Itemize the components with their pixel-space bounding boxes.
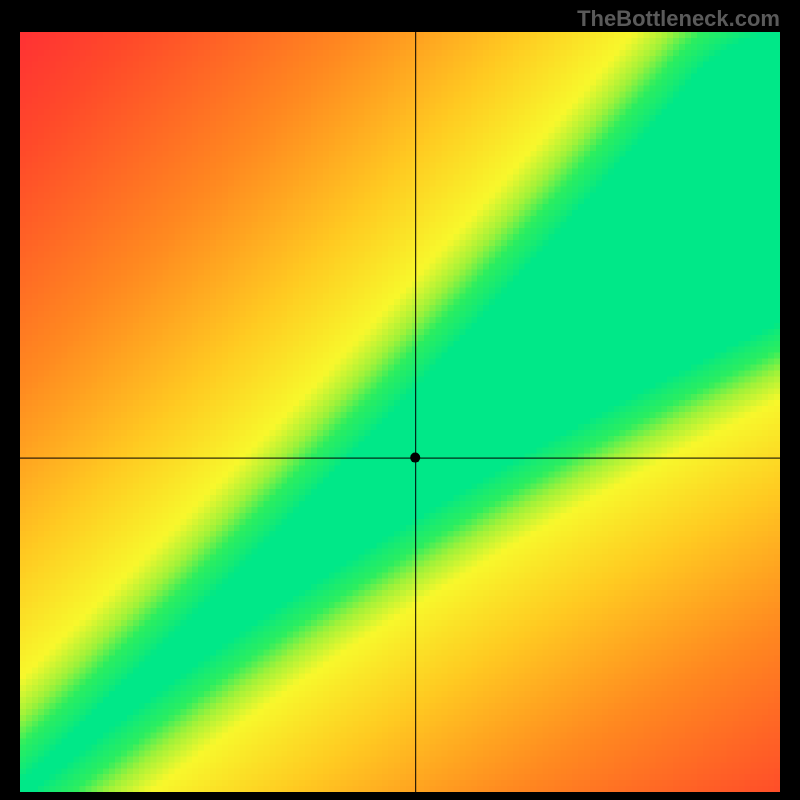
crosshair-overlay — [20, 32, 780, 792]
watermark-label: TheBottleneck.com — [577, 6, 780, 32]
